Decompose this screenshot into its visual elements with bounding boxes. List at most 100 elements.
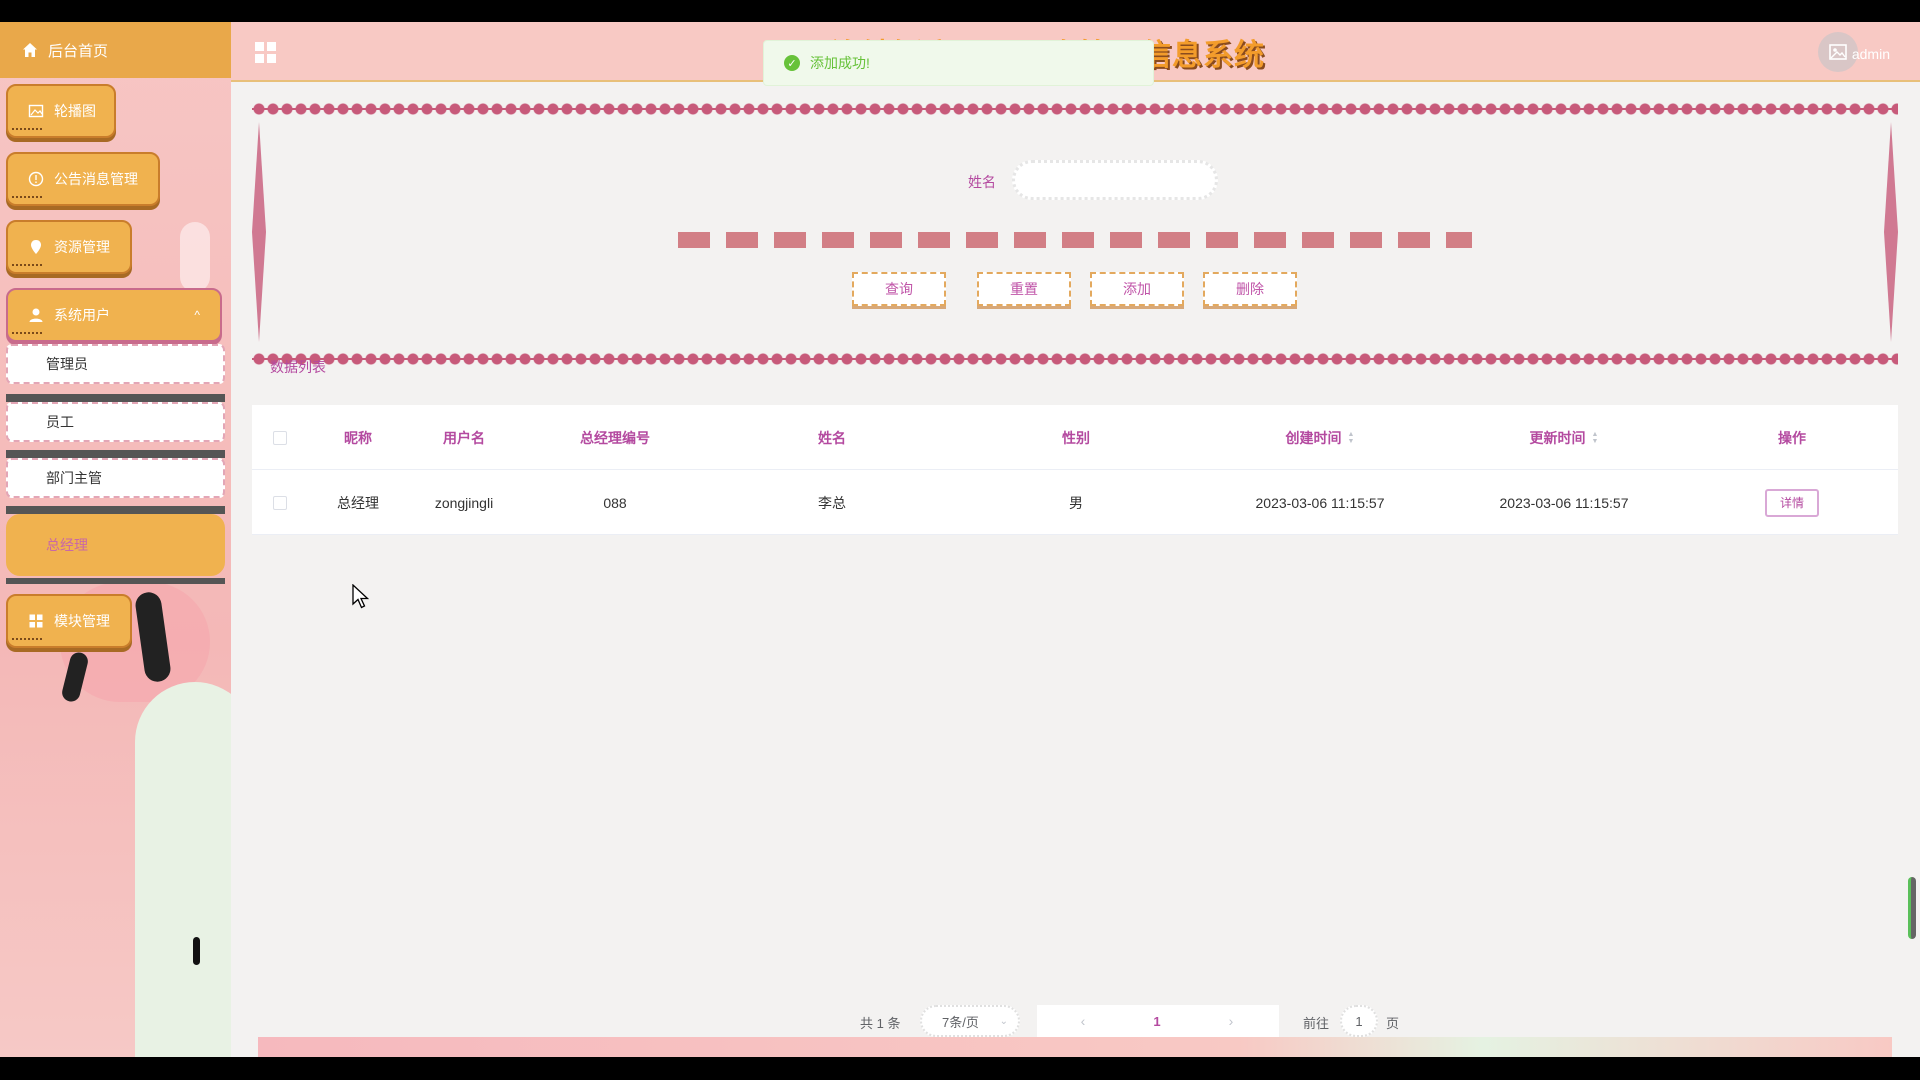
cell-updated: 2023-03-06 11:15:57 bbox=[1499, 494, 1629, 511]
column-header: 总经理编号 bbox=[580, 429, 650, 446]
cell-created: 2023-03-06 11:15:57 bbox=[1255, 494, 1385, 511]
success-toast: ✓ 添加成功! bbox=[763, 40, 1154, 86]
sidebar-item-label: 系统用户 bbox=[54, 307, 110, 323]
sidebar: 后台首页 轮播图 公告消息管理 资源管理 bbox=[0, 22, 231, 1057]
name-field-label: 姓名 bbox=[968, 174, 996, 190]
column-header: 姓名 bbox=[818, 429, 846, 446]
cell-manager-no: 088 bbox=[603, 494, 627, 511]
sidebar-subitem-admin[interactable]: 管理员 bbox=[6, 344, 225, 384]
grid-icon bbox=[28, 613, 44, 629]
decorative-border bbox=[252, 122, 266, 342]
column-header-label: 更新时间 bbox=[1529, 429, 1586, 446]
table-header-row: 昵称 用户名 总经理编号 姓名 性别 创建时间 ▲ ▼ 更新时间 ▲ ▼ 操作 bbox=[252, 405, 1898, 470]
sidebar-subitem-employee[interactable]: 员工 bbox=[6, 402, 225, 442]
pagination-pager: ‹ 1 › bbox=[1037, 1005, 1279, 1037]
sidebar-item-announcements[interactable]: 公告消息管理 bbox=[6, 152, 160, 206]
sortable-column-updated[interactable]: 更新时间 ▲ ▼ bbox=[1442, 405, 1686, 470]
home-icon bbox=[22, 42, 38, 58]
chevron-up-icon: ^ bbox=[194, 308, 200, 322]
chevron-down-icon: ⌄ bbox=[999, 1015, 1008, 1027]
bottom-decoration bbox=[258, 1037, 1892, 1057]
divider bbox=[6, 450, 225, 458]
row-select-cell bbox=[252, 470, 308, 535]
sidebar-item-system-users[interactable]: 系统用户 ^ bbox=[6, 288, 222, 342]
column-header: 性别 bbox=[1062, 429, 1090, 446]
sort-icon: ▲ ▼ bbox=[1591, 430, 1599, 445]
sidebar-item-label: 公告消息管理 bbox=[54, 171, 138, 187]
username-label[interactable]: admin bbox=[1851, 46, 1890, 62]
divider bbox=[6, 506, 225, 514]
row-checkbox[interactable] bbox=[273, 495, 287, 510]
scrollbar-thumb[interactable] bbox=[1908, 877, 1916, 939]
goto-prefix: 前往 bbox=[1303, 1015, 1330, 1031]
toast-message: 添加成功! bbox=[810, 55, 870, 71]
sidebar-item-carousel[interactable]: 轮播图 bbox=[6, 84, 116, 138]
info-icon bbox=[28, 171, 44, 187]
reset-button[interactable]: 重置 bbox=[977, 272, 1071, 306]
location-icon bbox=[28, 239, 44, 255]
sortable-column-created[interactable]: 创建时间 ▲ ▼ bbox=[1198, 405, 1442, 470]
cell-action: 详情 bbox=[1686, 470, 1898, 535]
detail-button[interactable]: 详情 bbox=[1765, 488, 1819, 517]
page-number-current[interactable]: 1 bbox=[1153, 1013, 1161, 1029]
column-header-label: 创建时间 bbox=[1285, 429, 1342, 446]
image-icon bbox=[1829, 44, 1847, 60]
menu-toggle-icon[interactable] bbox=[255, 42, 277, 69]
prev-page-icon[interactable]: ‹ bbox=[1080, 1013, 1086, 1029]
add-button[interactable]: 添加 bbox=[1090, 272, 1184, 306]
sidebar-item-label: 资源管理 bbox=[54, 239, 110, 255]
sidebar-item-resources[interactable]: 资源管理 bbox=[6, 220, 132, 274]
wave-decoration bbox=[12, 192, 42, 198]
app-window: 后台首页 轮播图 公告消息管理 资源管理 bbox=[0, 22, 1920, 1057]
select-all-checkbox[interactable] bbox=[273, 430, 287, 445]
select-all-cell bbox=[252, 405, 308, 470]
image-icon bbox=[28, 103, 44, 119]
column-header: 操作 bbox=[1778, 429, 1806, 446]
check-circle-icon: ✓ bbox=[784, 55, 800, 71]
sort-icon: ▲ ▼ bbox=[1347, 430, 1355, 445]
column-header: 用户名 bbox=[443, 429, 485, 446]
decorative-border bbox=[252, 358, 1898, 360]
wave-decoration bbox=[12, 124, 42, 130]
sidebar-subitem-dept-head[interactable]: 部门主管 bbox=[6, 458, 225, 498]
sidebar-home-link[interactable]: 后台首页 bbox=[0, 22, 231, 78]
wave-decoration bbox=[12, 328, 42, 334]
divider bbox=[6, 394, 225, 402]
data-table: 昵称 用户名 总经理编号 姓名 性别 创建时间 ▲ ▼ 更新时间 ▲ ▼ 操作 总经… bbox=[252, 405, 1898, 535]
delete-button[interactable]: 删除 bbox=[1203, 272, 1297, 306]
dashed-divider bbox=[678, 232, 1472, 248]
goto-suffix: 页 bbox=[1386, 1015, 1400, 1031]
cell-name: 李总 bbox=[818, 494, 846, 511]
sidebar-subitem-general-manager[interactable]: 总经理 bbox=[6, 514, 225, 576]
page-size-value: 7条/页 bbox=[942, 1014, 979, 1030]
sidebar-home-label: 后台首页 bbox=[48, 42, 109, 60]
page-size-select[interactable]: 7条/页 ⌄ bbox=[920, 1005, 1020, 1037]
goto-page-input[interactable]: 1 bbox=[1340, 1005, 1378, 1037]
query-button[interactable]: 查询 bbox=[852, 272, 946, 306]
column-header: 昵称 bbox=[344, 429, 372, 446]
decorative-border bbox=[1884, 122, 1898, 342]
search-panel: 姓名 查询 重置 添加 删除 bbox=[252, 102, 1898, 366]
wave-decoration bbox=[12, 634, 42, 640]
sidebar-subitem-label: 总经理 bbox=[46, 537, 88, 553]
table-row: 总经理 zongjingli 088 李总 男 2023-03-06 11:15… bbox=[252, 470, 1898, 535]
divider bbox=[6, 578, 225, 584]
sidebar-item-modules[interactable]: 模块管理 bbox=[6, 594, 132, 648]
cell-username: zongjingli bbox=[434, 494, 494, 511]
name-input[interactable] bbox=[1012, 160, 1218, 200]
wave-decoration bbox=[12, 260, 42, 266]
sidebar-subitem-label: 管理员 bbox=[46, 356, 88, 372]
pagination-total: 共 1 条 bbox=[860, 1015, 901, 1031]
list-title: 数据列表 bbox=[270, 359, 326, 375]
sidebar-decoration bbox=[135, 682, 231, 1057]
avatar[interactable] bbox=[1818, 32, 1858, 72]
sidebar-decoration bbox=[193, 937, 200, 965]
user-icon bbox=[28, 307, 44, 323]
sidebar-item-label: 模块管理 bbox=[54, 613, 110, 629]
next-page-icon[interactable]: › bbox=[1228, 1013, 1234, 1029]
sidebar-decoration bbox=[180, 222, 210, 292]
sidebar-item-label: 轮播图 bbox=[54, 103, 96, 119]
sidebar-subitem-label: 部门主管 bbox=[46, 470, 102, 486]
sidebar-subitem-label: 员工 bbox=[46, 414, 74, 430]
cell-nickname: 总经理 bbox=[337, 494, 379, 511]
